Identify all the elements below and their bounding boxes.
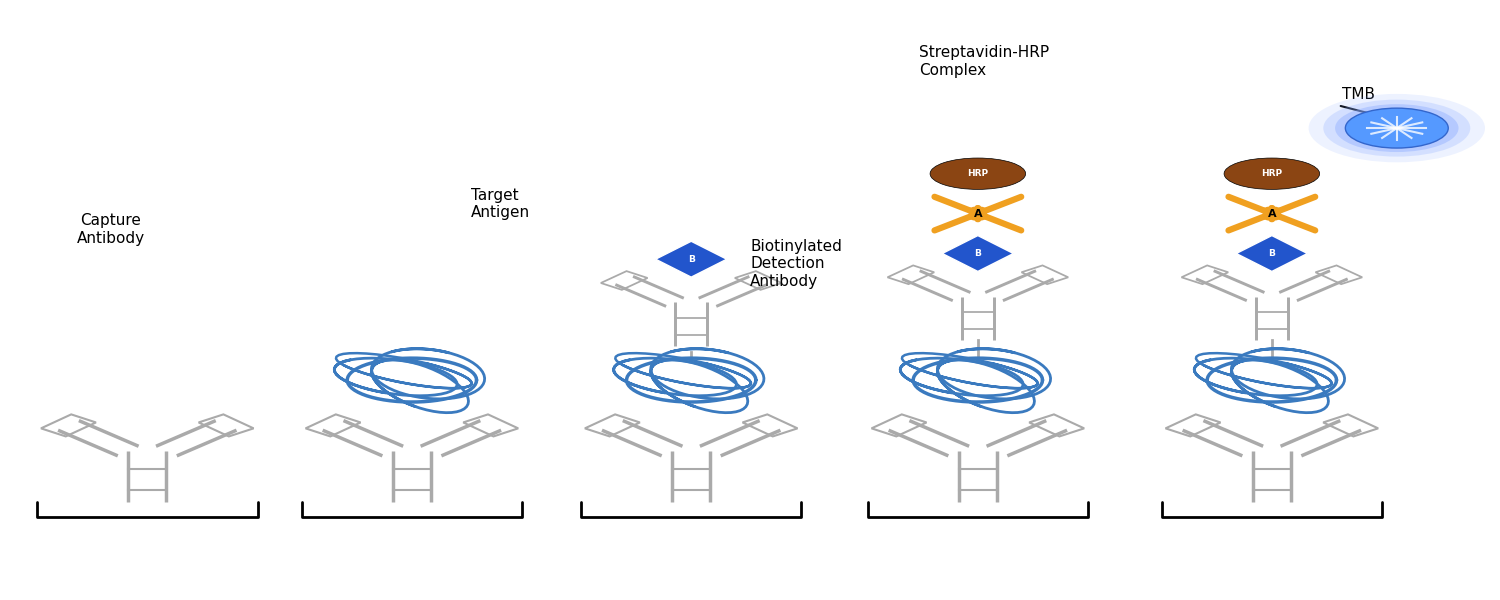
- Text: A: A: [974, 209, 982, 218]
- Circle shape: [1323, 100, 1470, 157]
- Polygon shape: [602, 271, 648, 290]
- Polygon shape: [871, 415, 927, 436]
- Polygon shape: [198, 415, 254, 436]
- Polygon shape: [942, 236, 1014, 271]
- Text: B: B: [975, 249, 981, 258]
- Text: HRP: HRP: [1262, 169, 1282, 178]
- Polygon shape: [1236, 236, 1308, 271]
- Polygon shape: [1022, 265, 1068, 284]
- Polygon shape: [306, 415, 360, 436]
- Text: Streptavidin-HRP
Complex: Streptavidin-HRP Complex: [920, 45, 1048, 77]
- Ellipse shape: [1224, 158, 1320, 190]
- Text: B: B: [688, 255, 694, 264]
- Polygon shape: [585, 415, 640, 436]
- Polygon shape: [735, 271, 782, 290]
- Text: HRP: HRP: [968, 169, 988, 178]
- Polygon shape: [656, 241, 728, 277]
- Text: TMB: TMB: [1341, 88, 1374, 103]
- Circle shape: [1346, 108, 1448, 148]
- Polygon shape: [742, 415, 798, 436]
- Polygon shape: [1166, 415, 1221, 436]
- Polygon shape: [1323, 415, 1378, 436]
- Ellipse shape: [930, 158, 1026, 190]
- Text: Biotinylated
Detection
Antibody: Biotinylated Detection Antibody: [750, 239, 842, 289]
- Polygon shape: [1316, 265, 1362, 284]
- Polygon shape: [464, 415, 518, 436]
- Text: A: A: [1268, 209, 1276, 218]
- Text: Capture
Antibody: Capture Antibody: [76, 214, 144, 246]
- Polygon shape: [1029, 415, 1084, 436]
- Polygon shape: [40, 415, 96, 436]
- Polygon shape: [888, 265, 934, 284]
- Polygon shape: [1182, 265, 1228, 284]
- Circle shape: [1335, 104, 1458, 152]
- Text: Target
Antigen: Target Antigen: [471, 188, 530, 220]
- Text: B: B: [1269, 249, 1275, 258]
- Circle shape: [1308, 94, 1485, 163]
